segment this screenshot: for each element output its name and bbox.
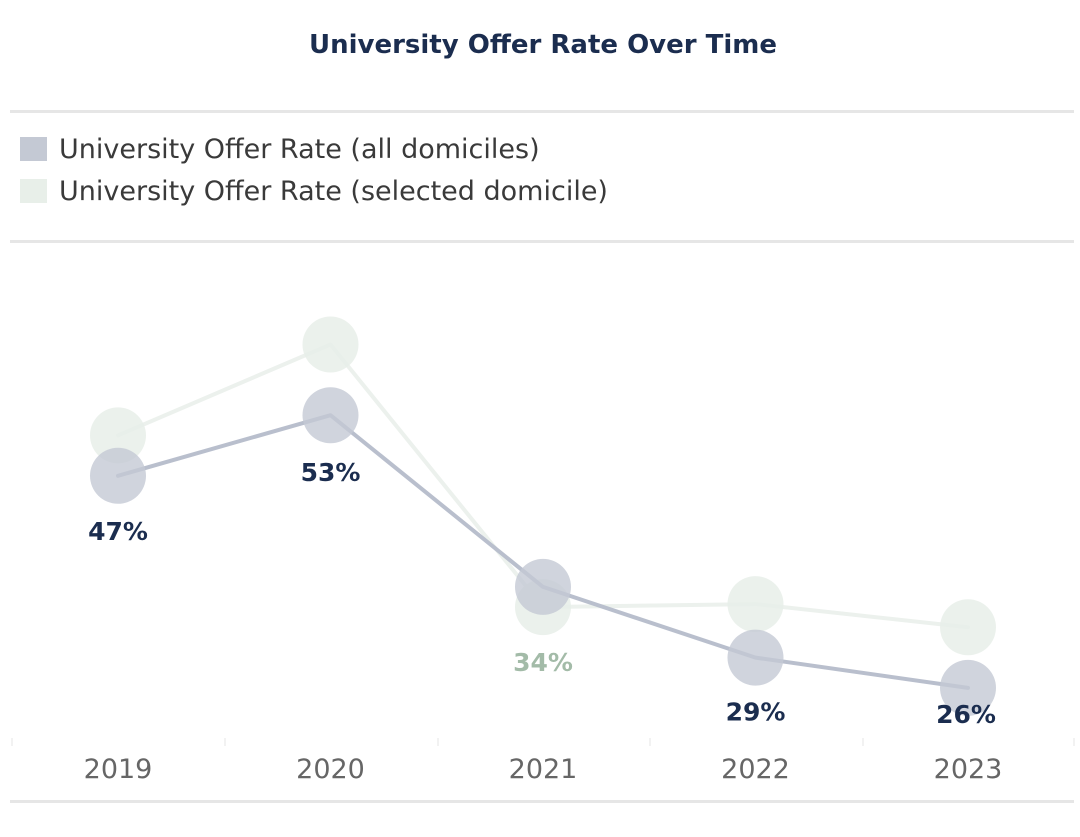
data-point-university-offer-rate-selected-domicile-2022[interactable] [727,576,784,633]
legend-divider [10,240,1074,243]
data-point-university-offer-rate-selected-domicile-2020[interactable] [302,316,359,373]
data-label-university-offer-rate-all-domiciles-2022: 29% [726,698,786,727]
data-point-university-offer-rate-all-domiciles-2020[interactable] [302,387,359,444]
chart-title: University Offer Rate Over Time [308,30,778,60]
legend-label-selected-domicile: University Offer Rate (selected domicile… [59,175,608,207]
bottom-divider [10,800,1074,803]
title-divider [10,110,1074,113]
data-point-university-offer-rate-all-domiciles-2019[interactable] [90,447,146,504]
x-tick-label-2023: 2023 [934,754,1003,785]
data-point-university-offer-rate-selected-domicile-2019[interactable] [90,407,146,464]
data-point-university-offer-rate-selected-domicile-2023[interactable] [940,599,996,656]
series-line-university-offer-rate-all-domiciles [116,413,970,690]
data-point-university-offer-rate-all-domiciles-2022[interactable] [727,629,784,686]
data-label-university-offer-rate-all-domiciles-2023: 26% [936,700,996,729]
legend: University Offer Rate (all domiciles) Un… [20,128,608,212]
data-point-university-offer-rate-all-domiciles-2023[interactable] [940,659,996,716]
legend-item-selected-domicile[interactable]: University Offer Rate (selected domicile… [20,170,608,212]
legend-swatch-selected-domicile [20,179,47,203]
data-point-university-offer-rate-all-domiciles-2021[interactable] [515,558,571,615]
data-label-university-offer-rate-all-domiciles-2020: 53% [301,458,361,487]
x-tick-label-2019: 2019 [84,754,153,785]
legend-item-all-domiciles[interactable]: University Offer Rate (all domiciles) [20,128,608,170]
legend-label-all-domiciles: University Offer Rate (all domiciles) [59,133,540,165]
x-tick-label-2022: 2022 [721,754,790,785]
data-label-university-offer-rate-selected-domicile-2021: 34% [513,648,573,677]
legend-swatch-all-domiciles [20,137,47,161]
x-tick-label-2020: 2020 [296,754,365,785]
x-tick-label-2021: 2021 [509,754,578,785]
data-label-university-offer-rate-all-domiciles-2019: 47% [88,517,148,546]
